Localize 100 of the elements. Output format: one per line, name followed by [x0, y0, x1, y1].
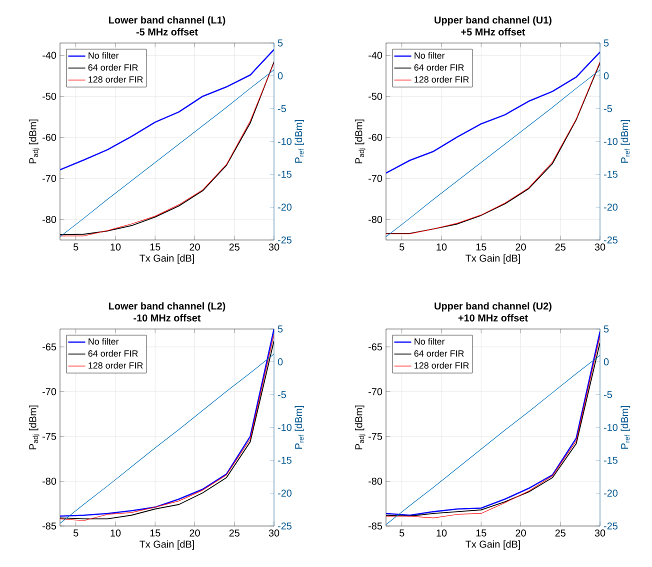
y2-tick-label: 0: [278, 72, 283, 80]
legend-label: 128 order FIR: [414, 76, 469, 83]
legend-label: 64 order FIR: [88, 350, 138, 357]
y-axis-title: P$_{adj}$ [dBm]: [28, 406, 40, 450]
legend-label: No filter: [88, 338, 119, 345]
y2-tick-label: -5: [278, 105, 286, 112]
y2-tick-label: -20: [604, 490, 618, 497]
y-tick-label: -85: [42, 522, 56, 530]
x-tick-label: 15: [150, 530, 160, 536]
y2-tick-label: -25: [604, 236, 618, 244]
y2-axis-title: P$_{ref}$ [dBm]: [294, 406, 304, 449]
y2-tick-label: -15: [604, 456, 618, 464]
y2-tick-label: -5: [278, 391, 286, 398]
x-axis-title: Tx Gain [dB]: [140, 254, 194, 264]
y-tick-label: -50: [42, 92, 56, 100]
chart-title: Upper band channel (U1): [434, 16, 552, 26]
y2-axis-title: P$_{ref}$ [dBm]: [294, 120, 304, 163]
x-tick-label: 20: [190, 530, 200, 537]
x-tick-label: 5: [399, 244, 404, 250]
legend-label: 128 order FIR: [88, 76, 143, 83]
x-tick-label: 10: [110, 244, 121, 251]
y-axis-title: P$_{adj}$ [dBm]: [354, 406, 366, 450]
y-tick-label: -75: [42, 432, 56, 440]
y2-tick-label: 5: [278, 40, 283, 46]
x-tick-label: 30: [268, 530, 280, 537]
y2-tick-label: -20: [278, 490, 292, 497]
y-tick-label: -75: [368, 432, 382, 440]
x-tick-label: 5: [73, 530, 78, 536]
chart-subtitle: +5 MHz offset: [461, 28, 526, 36]
line-series: [386, 51, 600, 174]
y2-tick-label: -10: [604, 424, 618, 432]
y-tick-label: -50: [368, 92, 382, 100]
y2-tick-label: -10: [278, 424, 292, 432]
legend-label: No filter: [414, 52, 445, 59]
y-tick-label: -65: [368, 343, 382, 350]
y2-tick-label: 5: [278, 326, 283, 332]
x-tick-label: 15: [476, 530, 486, 536]
x-tick-label: 15: [150, 244, 160, 250]
chart-title: Lower band channel (L2): [109, 302, 226, 312]
y-tick-label: -80: [368, 478, 382, 485]
legend-label: No filter: [88, 52, 119, 59]
y2-tick-label: -25: [278, 236, 292, 244]
y-tick-label: -70: [368, 174, 382, 182]
legend-label: 64 order FIR: [414, 350, 464, 357]
chart-subtitle: -5 MHz offset: [136, 28, 198, 36]
x-tick-label: 30: [594, 244, 606, 251]
x-tick-label: 30: [594, 530, 606, 537]
x-tick-label: 30: [268, 244, 280, 251]
y2-tick-label: -5: [604, 391, 612, 398]
y2-tick-label: -25: [604, 522, 618, 530]
x-axis-title: Tx Gain [dB]: [140, 540, 194, 550]
x-tick-label: 10: [110, 530, 121, 537]
x-tick-label: 25: [229, 530, 240, 537]
x-tick-label: 25: [555, 530, 566, 537]
legend-label: No filter: [414, 338, 445, 345]
y-tick-label: -70: [42, 388, 56, 396]
y2-tick-label: 5: [604, 326, 609, 332]
y-tick-label: -65: [42, 343, 56, 350]
y-tick-label: -70: [42, 174, 56, 182]
x-tick-label: 10: [436, 244, 447, 251]
y-tick-label: -40: [368, 52, 382, 59]
chart-title: Upper band channel (U2): [434, 302, 552, 312]
y2-tick-label: -20: [278, 204, 292, 211]
y-tick-label: -80: [368, 216, 382, 223]
y-tick-label: -60: [42, 134, 56, 141]
y2-tick-label: -10: [278, 138, 292, 146]
x-tick-label: 20: [516, 530, 526, 537]
y2-tick-label: -10: [604, 138, 618, 146]
y2-tick-label: -20: [604, 204, 618, 211]
x-tick-label: 25: [555, 244, 566, 251]
x-axis-title: Tx Gain [dB]: [466, 540, 520, 550]
y2-tick-label: 5: [604, 40, 609, 46]
y2-tick-label: -25: [278, 522, 292, 530]
y2-tick-label: 0: [604, 72, 609, 80]
y2-tick-label: 0: [278, 358, 283, 366]
legend-label: 128 order FIR: [414, 362, 469, 369]
chart-subtitle: -10 MHz offset: [134, 314, 201, 322]
y-tick-label: -70: [368, 388, 382, 396]
y2-axis-title: P$_{ref}$ [dBm]: [620, 120, 630, 163]
y-tick-label: -80: [42, 216, 56, 223]
x-tick-label: 15: [476, 244, 486, 250]
x-tick-label: 20: [516, 244, 526, 251]
legend-label: 64 order FIR: [414, 64, 464, 71]
y-axis-title: P$_{adj}$ [dBm]: [28, 120, 40, 164]
x-axis-title: Tx Gain [dB]: [466, 254, 520, 264]
legend-label: 128 order FIR: [88, 362, 143, 369]
y2-tick-label: -15: [604, 170, 618, 178]
x-tick-label: 10: [436, 530, 447, 537]
chart-title: Lower band channel (L1): [109, 16, 226, 26]
y2-tick-label: -15: [278, 170, 292, 178]
x-tick-label: 20: [190, 244, 200, 251]
x-tick-label: 25: [229, 244, 240, 251]
chart-subtitle: +10 MHz offset: [458, 314, 528, 322]
y-tick-label: -80: [42, 478, 56, 485]
y2-tick-label: 0: [604, 358, 609, 366]
y-tick-label: -40: [42, 52, 56, 59]
y-tick-label: -85: [368, 522, 382, 530]
y2-tick-label: -15: [278, 456, 292, 464]
y2-axis-title: P$_{ref}$ [dBm]: [620, 406, 630, 449]
line-series: [60, 48, 274, 170]
